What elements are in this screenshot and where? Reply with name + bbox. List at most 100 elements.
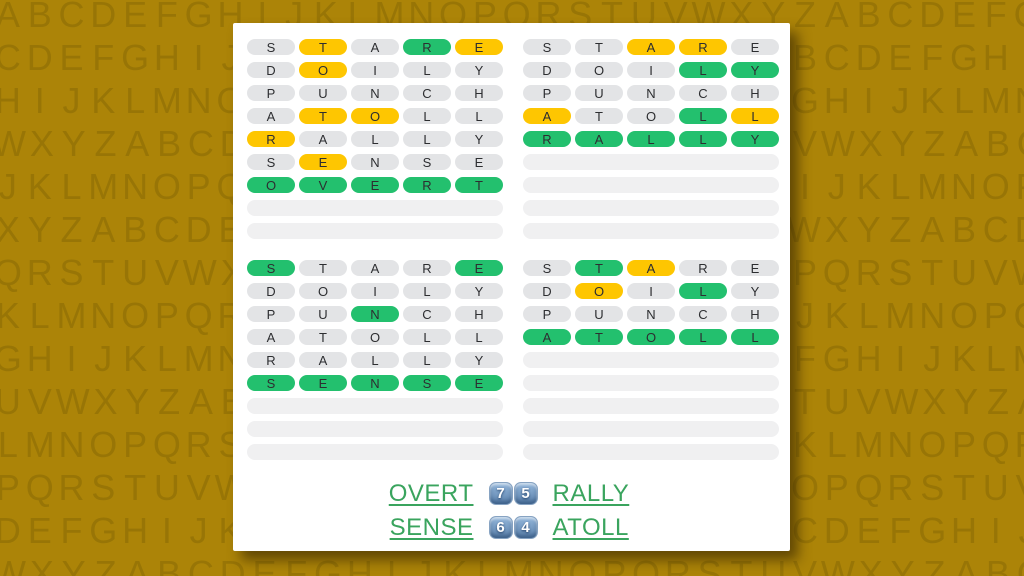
letter-tile: H xyxy=(731,306,779,322)
letter-tile: L xyxy=(679,62,727,78)
letter-tile: S xyxy=(403,154,451,170)
letter-tile: R xyxy=(679,39,727,55)
letter-tile: D xyxy=(247,283,295,299)
letter-tile: O xyxy=(627,108,675,124)
letter-tile: R xyxy=(247,131,295,147)
summary-left-cell: OVERT xyxy=(316,480,474,508)
letter-tile: S xyxy=(247,375,295,391)
letter-tile: P xyxy=(523,306,571,322)
letter-tile: O xyxy=(299,283,347,299)
answer-link-overt[interactable]: OVERT xyxy=(388,479,474,507)
letter-tile: C xyxy=(679,306,727,322)
empty-guess-row xyxy=(247,200,503,216)
letter-tile: O xyxy=(299,62,347,78)
letter-tile: E xyxy=(455,260,503,276)
letter-tile: C xyxy=(403,85,451,101)
letter-tile: I xyxy=(351,62,399,78)
summary-right-cell: ATOLL xyxy=(553,514,711,542)
letter-tile: E xyxy=(299,154,347,170)
letter-tile: E xyxy=(455,154,503,170)
answer-link-sense[interactable]: SENSE xyxy=(389,513,474,541)
empty-guess-row xyxy=(523,177,779,193)
letter-tile: Y xyxy=(731,62,779,78)
letter-tile: D xyxy=(523,283,571,299)
score-keycap-icon: 5 xyxy=(513,482,538,505)
letter-tile: O xyxy=(351,329,399,345)
score-keycap-icon: 7 xyxy=(488,482,513,505)
letter-tile: I xyxy=(627,283,675,299)
letter-tile: A xyxy=(247,329,295,345)
letter-tile: L xyxy=(455,329,503,345)
letter-tile: T xyxy=(575,260,623,276)
summary-right-cell: RALLY xyxy=(553,480,711,508)
letter-tile: A xyxy=(575,131,623,147)
letter-tile: V xyxy=(299,177,347,193)
empty-guess-row xyxy=(247,398,503,414)
letter-tile: R xyxy=(403,177,451,193)
letter-tile: E xyxy=(299,375,347,391)
letter-tile: L xyxy=(403,131,451,147)
letter-tile: L xyxy=(455,108,503,124)
letter-tile: Y xyxy=(455,283,503,299)
letter-tile: T xyxy=(299,108,347,124)
letter-tile: T xyxy=(575,329,623,345)
letter-tile: S xyxy=(523,39,571,55)
empty-guess-row xyxy=(523,444,779,460)
letter-tile: E xyxy=(351,177,399,193)
letter-tile: L xyxy=(351,352,399,368)
letter-tile: N xyxy=(627,85,675,101)
letter-tile: L xyxy=(731,329,779,345)
score-keycap-icon: 6 xyxy=(488,516,513,539)
letter-tile: O xyxy=(247,177,295,193)
letter-tile: T xyxy=(575,108,623,124)
answer-link-rally[interactable]: RALLY xyxy=(552,479,630,507)
letter-tile: P xyxy=(523,85,571,101)
letter-tile: S xyxy=(523,260,571,276)
letter-tile: A xyxy=(351,39,399,55)
letter-tile: L xyxy=(679,131,727,147)
letter-tile: O xyxy=(351,108,399,124)
empty-guess-row xyxy=(523,421,779,437)
letter-tile: T xyxy=(575,39,623,55)
empty-guess-row xyxy=(247,421,503,437)
letter-tile: O xyxy=(575,283,623,299)
letter-tile: L xyxy=(627,131,675,147)
letter-tile: U xyxy=(575,306,623,322)
letter-tile: O xyxy=(627,329,675,345)
answer-link-atoll[interactable]: ATOLL xyxy=(552,513,629,541)
letter-tile: A xyxy=(523,108,571,124)
empty-guess-row xyxy=(523,154,779,170)
background-letter-row: WXYZABCDEFGHIJKLMNOPQRSTUVWXYZABC xyxy=(0,553,1024,576)
daily-summary: OVERT 7 5 RALLY SENSE 6 4 xyxy=(247,477,779,544)
letter-tile: A xyxy=(627,260,675,276)
letter-tile: P xyxy=(247,306,295,322)
score-keycaps: 7 5 xyxy=(488,482,538,505)
empty-guess-row xyxy=(523,200,779,216)
letter-tile: N xyxy=(351,85,399,101)
letter-tile: R xyxy=(523,131,571,147)
letter-tile: T xyxy=(299,39,347,55)
letter-tile: L xyxy=(679,108,727,124)
letter-tile: U xyxy=(575,85,623,101)
letter-tile: T xyxy=(299,260,347,276)
letter-tile: L xyxy=(403,329,451,345)
letter-tile: N xyxy=(351,154,399,170)
empty-guess-row xyxy=(523,352,779,368)
